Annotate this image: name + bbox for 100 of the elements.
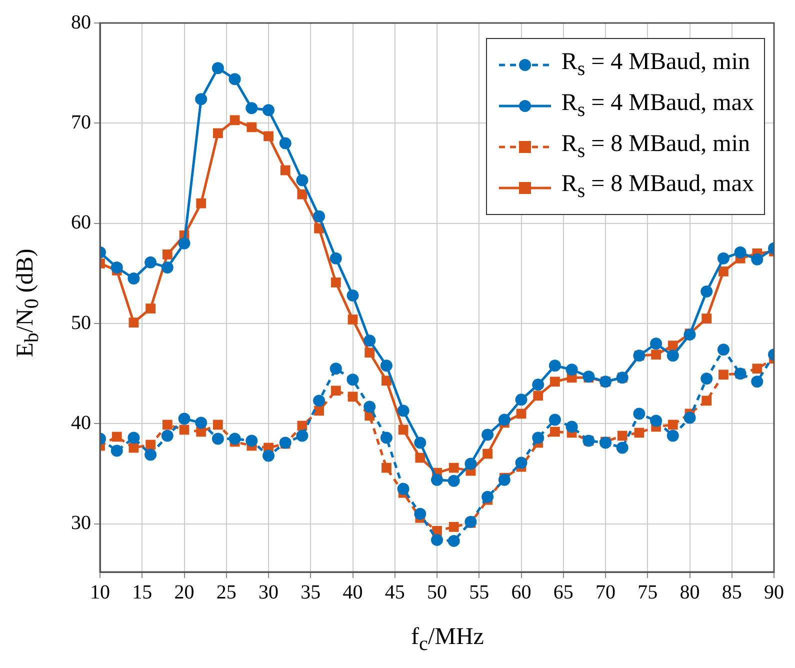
x-tick-label: 30 [258,581,278,604]
point [346,289,359,302]
x-tick-label: 75 [638,581,658,604]
point [364,334,376,347]
x-tick-label: 65 [553,581,574,604]
point [212,62,224,74]
point [616,442,628,454]
point [397,482,410,495]
point [532,432,544,444]
y-tick-label: 80 [71,11,91,34]
point [414,508,426,520]
point [548,360,561,372]
point [179,424,190,435]
x-axis-title: f$_{c}$/MHz [410,624,485,656]
point [162,249,172,260]
point [700,372,713,385]
point [330,362,342,375]
point [634,428,644,438]
point [195,93,208,106]
point [296,174,308,186]
point [382,376,392,386]
point [718,370,728,380]
point [228,432,241,445]
legend-label: R$_{s}$ = 4 MBaud, max [561,88,754,123]
point [702,396,712,406]
point [196,198,206,208]
legend-label: R$_{s}$ = 8 MBaud, max [561,170,754,204]
point [161,430,174,442]
point [566,364,578,376]
point [128,272,140,284]
x-tick-label: 60 [511,581,532,604]
point [650,414,662,427]
point [515,456,528,469]
point [144,256,157,268]
point [262,104,274,116]
legend-label: R$_{s}$ = 8 MBaud, min [561,130,750,164]
point [464,458,477,470]
point [264,131,274,142]
point [313,394,326,407]
point [262,450,274,462]
point [195,416,208,429]
point [128,432,140,444]
point [482,490,494,503]
point [380,360,392,372]
point [734,246,746,258]
point [382,462,392,473]
point [751,253,764,266]
x-tick-label: 10 [90,581,110,604]
point [280,165,290,176]
y-tick-label: 60 [71,212,91,234]
point [550,426,560,437]
point [314,406,324,416]
point [550,376,560,387]
point [364,348,375,358]
y-tick-label: 70 [71,111,91,134]
point [112,432,122,442]
point [533,390,544,401]
x-tick-label: 50 [427,581,447,604]
y-tick-label: 50 [71,312,91,334]
x-tick-label: 70 [596,581,616,604]
point [246,122,257,132]
point [668,340,678,351]
point [650,338,662,350]
point [296,430,308,442]
point [633,408,646,420]
point [651,350,661,360]
point [717,344,730,356]
point [230,115,240,126]
point [566,420,578,433]
point [415,452,426,463]
point [330,386,341,396]
point [246,102,258,114]
point [668,420,678,430]
point [532,378,544,391]
x-tick-label: 45 [384,581,405,604]
point [516,408,526,419]
point [448,534,460,547]
point [348,392,358,402]
point [128,318,139,328]
point [700,285,713,298]
point [448,522,459,532]
point [330,278,341,288]
x-tick-label: 15 [132,581,152,604]
point [213,128,223,138]
point [279,137,292,150]
x-tick-label: 80 [680,581,700,604]
point [161,261,174,274]
x-tick-label: 55 [469,581,490,604]
point [212,432,224,445]
point [548,414,561,426]
point [146,440,156,450]
point [666,350,679,362]
point [684,412,696,424]
point [246,434,258,447]
x-tick-label: 40 [342,581,363,604]
point [213,420,223,430]
point [751,376,764,388]
x-tick-label: 25 [216,581,236,604]
point [178,412,190,425]
point [448,474,460,487]
